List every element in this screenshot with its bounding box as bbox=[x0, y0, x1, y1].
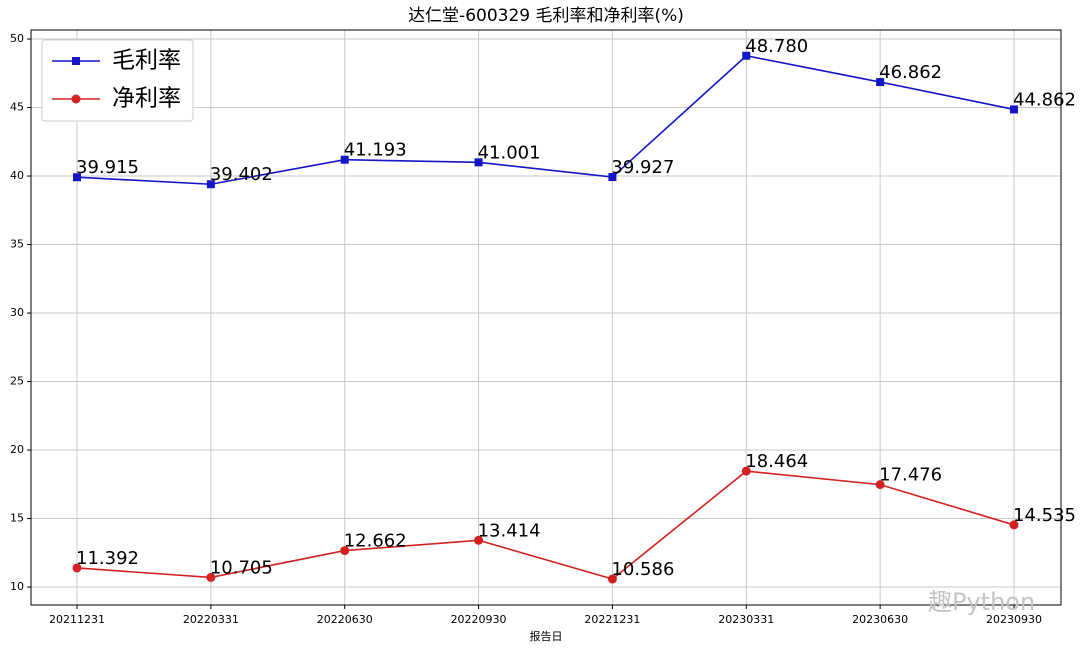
value-label: 17.476 bbox=[879, 465, 942, 486]
y-tick-label: 20 bbox=[10, 443, 24, 456]
marker bbox=[875, 480, 885, 490]
line bbox=[76, 54, 1015, 186]
marker bbox=[607, 574, 617, 584]
x-tick-label: 20230630 bbox=[852, 613, 908, 626]
y-tick-label: 40 bbox=[10, 169, 24, 182]
x-tick-label: 20220331 bbox=[183, 613, 239, 626]
value-label: 46.862 bbox=[879, 62, 942, 83]
value-label: 39.402 bbox=[210, 164, 273, 185]
x-tick-label: 20220930 bbox=[451, 613, 507, 626]
value-label: 41.001 bbox=[478, 142, 541, 163]
y-tick-label: 35 bbox=[10, 238, 24, 251]
marker bbox=[71, 94, 81, 104]
value-label: 13.414 bbox=[478, 520, 541, 541]
y-tick-label: 50 bbox=[10, 32, 24, 45]
chart-title: 达仁堂-600329 毛利率和净利率(%) bbox=[408, 6, 684, 26]
x-tick-label: 20221231 bbox=[584, 613, 640, 626]
value-label: 39.927 bbox=[611, 157, 674, 178]
value-label: 12.662 bbox=[344, 531, 407, 552]
marker bbox=[741, 466, 751, 476]
value-label: 10.586 bbox=[611, 559, 674, 580]
value-label: 48.780 bbox=[745, 36, 808, 57]
marker bbox=[340, 546, 350, 556]
y-tick-label: 25 bbox=[10, 375, 24, 388]
watermark: 趣Python bbox=[928, 588, 1035, 616]
marker bbox=[72, 563, 82, 573]
y-tick-label: 10 bbox=[10, 580, 24, 593]
legend-label: 净利率 bbox=[112, 86, 181, 112]
legend-label: 毛利率 bbox=[112, 48, 181, 74]
x-tick-label: 20211231 bbox=[49, 613, 105, 626]
value-label: 44.862 bbox=[1013, 89, 1076, 110]
marker bbox=[206, 572, 216, 582]
y-tick-label: 30 bbox=[10, 306, 24, 319]
marker bbox=[206, 180, 215, 189]
x-axis-label: 报告日 bbox=[530, 629, 563, 643]
value-label: 11.392 bbox=[76, 548, 139, 569]
plot-frame bbox=[30, 29, 1062, 606]
marker bbox=[876, 78, 885, 87]
marker bbox=[72, 57, 80, 65]
y-tick-label: 15 bbox=[10, 512, 24, 525]
x-tick-label: 20220630 bbox=[317, 613, 373, 626]
value-label: 39.915 bbox=[76, 157, 139, 178]
value-label: 41.193 bbox=[344, 140, 407, 161]
marker bbox=[73, 173, 81, 182]
y-tick-label: 45 bbox=[10, 101, 24, 114]
marker bbox=[340, 155, 349, 164]
line bbox=[76, 470, 1015, 580]
marker bbox=[474, 535, 484, 545]
marker bbox=[742, 51, 751, 60]
marker bbox=[608, 173, 617, 182]
marker bbox=[474, 158, 483, 167]
x-tick-label: 20230930 bbox=[986, 613, 1042, 626]
value-label: 10.705 bbox=[210, 557, 273, 578]
value-label: 18.464 bbox=[745, 451, 808, 472]
marker bbox=[1009, 520, 1019, 530]
x-tick-label: 20230331 bbox=[718, 613, 774, 626]
value-label: 14.535 bbox=[1013, 505, 1076, 526]
marker bbox=[1010, 105, 1018, 114]
